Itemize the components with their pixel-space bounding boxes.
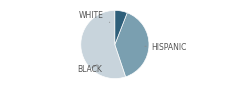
Text: BLACK: BLACK [77,64,102,74]
Wedge shape [115,10,127,44]
Text: WHITE: WHITE [79,11,110,22]
Wedge shape [81,10,126,79]
Wedge shape [115,13,149,77]
Text: HISPANIC: HISPANIC [145,43,187,52]
